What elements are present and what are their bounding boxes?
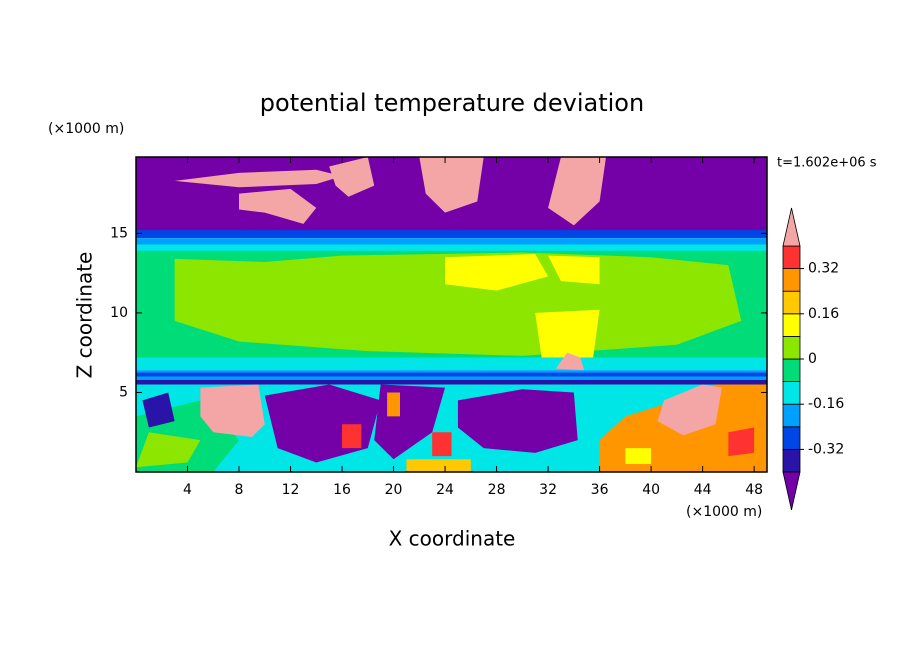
contour-region: [142, 392, 175, 428]
contour-region: [239, 188, 317, 224]
contour-region: [136, 372, 767, 377]
contour-field: [136, 157, 767, 472]
y-tick-label: 10: [110, 305, 128, 321]
x-tick-label: 8: [235, 482, 244, 498]
colorbar-tick-label: -0.16: [808, 396, 844, 412]
colorbar-tick-label: 0: [808, 351, 817, 367]
colorbar-band: [782, 358, 801, 383]
x-tick-label: 32: [539, 482, 557, 498]
colorbar-tick-label: 0.32: [808, 261, 839, 277]
contour-region: [548, 255, 600, 285]
colorbar-band: [782, 335, 801, 360]
colorbar-band: [782, 245, 801, 270]
contour-region: [342, 424, 362, 449]
colorbar-band: [782, 426, 801, 450]
y-unit: (×1000 m): [48, 121, 124, 137]
contour-region: [457, 389, 578, 453]
chart-title: potential temperature deviation: [260, 89, 644, 117]
colorbar-band: [782, 268, 801, 292]
colorbar-tick-label: 0.16: [808, 306, 839, 322]
x-tick-label: 24: [436, 482, 454, 498]
x-unit: (×1000 m): [686, 504, 762, 520]
x-tick-label: 36: [591, 482, 609, 498]
colorbar-band: [782, 313, 801, 337]
x-tick-label: 48: [745, 482, 763, 498]
contour-region: [136, 379, 767, 385]
contour-region: [728, 427, 755, 457]
y-axis-label: Z coordinate: [73, 252, 97, 379]
colorbar-band: [782, 290, 801, 315]
y-tick-label: 15: [110, 225, 128, 241]
colorbar-tick-label: -0.32: [808, 441, 844, 457]
contour-region: [136, 432, 201, 468]
colorbar-band: [782, 403, 801, 428]
contour-region: [625, 448, 652, 465]
x-tick-label: 4: [183, 482, 192, 498]
contour-region: [174, 169, 343, 188]
plot-frame: [135, 156, 768, 473]
contour-region: [548, 157, 607, 226]
contour-region: [200, 384, 265, 437]
contour-region: [136, 230, 767, 239]
contour-region: [406, 459, 471, 472]
colorbar-low: [782, 471, 801, 511]
x-axis-label: X coordinate: [389, 527, 516, 551]
contour-region: [432, 432, 452, 457]
contour-region: [535, 309, 600, 358]
contour-region: [329, 157, 375, 197]
contour-region: [136, 238, 767, 245]
x-tick-label: 16: [333, 482, 351, 498]
colorbar-band: [782, 448, 801, 473]
x-tick-label: 40: [642, 482, 660, 498]
contour-region: [657, 384, 722, 436]
colorbar-band: [782, 381, 801, 405]
x-tick-label: 28: [488, 482, 506, 498]
x-tick-label: 44: [694, 482, 712, 498]
x-tick-label: 20: [385, 482, 403, 498]
x-tick-label: 12: [282, 482, 300, 498]
y-tick-label: 5: [119, 384, 128, 400]
contour-region: [555, 352, 585, 371]
colorbar-high: [782, 207, 801, 247]
contour-region: [445, 254, 549, 291]
contour-region: [419, 157, 484, 213]
contour-region: [387, 392, 400, 417]
time-label: t=1.602e+06 s: [777, 156, 877, 171]
